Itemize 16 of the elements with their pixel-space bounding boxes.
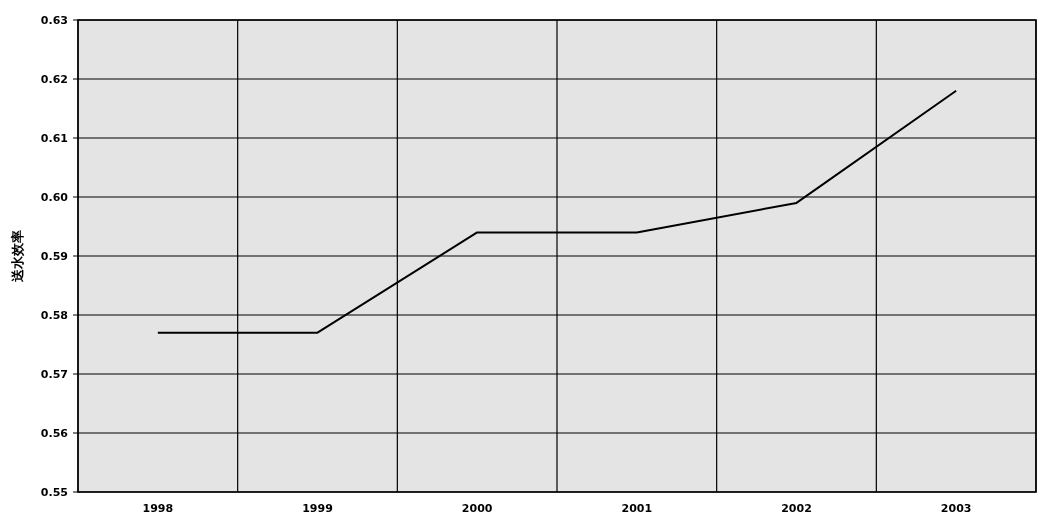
y-tick-label: 0.58 [40, 309, 68, 322]
x-tick-label: 2002 [781, 502, 812, 515]
y-tick-label: 0.60 [40, 191, 69, 204]
y-tick-label: 0.56 [40, 427, 69, 440]
y-tick-label: 0.55 [40, 486, 68, 499]
x-tick-label: 1998 [142, 502, 174, 515]
y-tick-label: 0.63 [40, 14, 68, 27]
y-tick-label: 0.57 [40, 368, 68, 381]
y-tick-label: 0.62 [40, 73, 68, 86]
y-axis-title: 送水效率 [10, 230, 25, 283]
x-tick-label: 2003 [940, 502, 972, 515]
y-tick-label: 0.61 [40, 132, 68, 145]
x-tick-label: 2001 [621, 502, 653, 515]
x-tick-label: 1999 [302, 502, 333, 515]
x-tick-label: 2000 [461, 502, 493, 515]
y-tick-label: 0.59 [40, 250, 68, 263]
